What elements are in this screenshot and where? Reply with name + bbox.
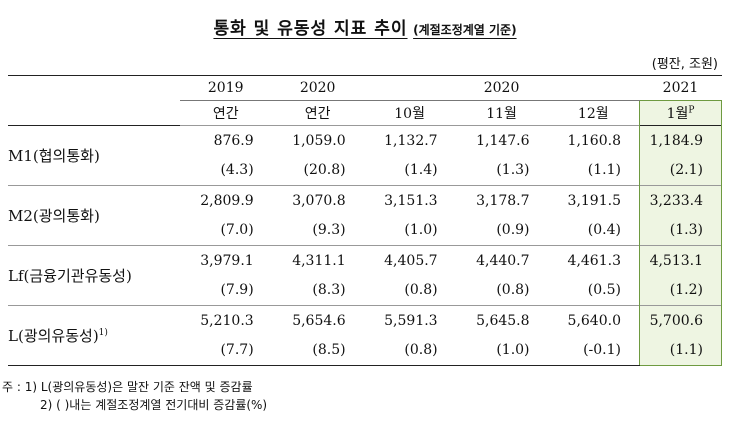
growth-cell: (7.7) [179, 335, 272, 366]
growth-cell: (1.3) [638, 215, 723, 246]
header-period: 연간 [271, 100, 364, 126]
header-period-highlight: 1월P [638, 100, 723, 126]
table-row: M1(협의통화) 876.9 1,059.0 1,132.7 1,147.6 1… [8, 125, 723, 186]
growth-cell: (20.8) [303, 162, 346, 179]
growth-cell: (0.5) [587, 282, 621, 299]
row-label: M1(협의통화) [8, 125, 180, 186]
value-cell: 2,809.9 [179, 185, 272, 216]
growth-cell: (2.1) [638, 155, 723, 186]
footnote-mark: 1) [98, 328, 108, 338]
growth-cell: (0.8) [404, 282, 438, 299]
growth-cell: (0.8) [496, 282, 530, 299]
row-label: Lf(금융기관유동성) [8, 245, 180, 306]
value-cell: 4,405.7 [363, 245, 456, 276]
header-row-periods: 연간 연간 10월 11월 12월 1월P [8, 100, 723, 126]
growth-cell: (9.3) [312, 222, 346, 239]
growth-cell: (0.8) [363, 335, 456, 366]
value-cell: 1,147.6 [455, 125, 548, 156]
growth-cell: (7.0) [220, 222, 254, 239]
value-cell: 5,700.6 [638, 305, 723, 336]
unit-label: (평잔, 조원) [651, 57, 718, 72]
value-cell: 3,178.7 [455, 185, 548, 216]
table-row: M2(광의통화) 2,809.9 3,070.8 3,151.3 3,178.7… [8, 185, 723, 246]
value-cell: 3,070.8 [271, 185, 364, 216]
table-row: Lf(금융기관유동성) 3,979.1 4,311.1 4,405.7 4,44… [8, 245, 723, 306]
prelim-mark: P [688, 105, 695, 116]
header-period: 10월 [363, 100, 456, 126]
growth-cell: (8.5) [271, 335, 364, 366]
growth-cell: (1.0) [455, 335, 548, 366]
table-row: (4.3) (20.8) (1.4) (1.3) (1.1) (2.1) [8, 155, 723, 186]
value-cell: 5,210.3 [179, 305, 272, 336]
footnote-2: 2) ( )내는 계절조정계열 전기대비 증감률(%) [40, 398, 268, 412]
value-cell: 5,654.6 [271, 305, 364, 336]
value-cell: 4,513.1 [638, 245, 723, 276]
growth-cell: (1.1) [587, 162, 621, 179]
header-year: 2020 [363, 75, 640, 101]
liquidity-table: 2019 2020 2020 2021 연간 연간 10월 11월 12월 1월… [8, 75, 723, 366]
value-cell: 1,160.8 [547, 125, 640, 156]
header-year: 2019 [179, 75, 272, 101]
header-period: 12월 [547, 100, 640, 126]
value-cell: 1,059.0 [271, 125, 364, 156]
table-row: L(광의유동성)1) 5,210.3 5,654.6 5,591.3 5,645… [8, 305, 723, 366]
growth-cell: (1.3) [496, 162, 530, 179]
value-cell: 3,151.3 [363, 185, 456, 216]
value-cell: 5,645.8 [455, 305, 548, 336]
table-row: (7.0) (9.3) (1.0) (0.9) (0.4) (1.3) [8, 215, 723, 246]
growth-cell: (0.9) [496, 222, 530, 239]
title-sub: (계절조정계열 기준) [413, 23, 517, 37]
header-period: 1월 [666, 106, 689, 122]
table-row: (7.7) (8.5) (0.8) (1.0) (-0.1) (1.1) [8, 335, 723, 366]
value-cell: 3,979.1 [179, 245, 272, 276]
value-cell: 3,233.4 [638, 185, 723, 216]
value-cell: 4,461.3 [547, 245, 640, 276]
row-label: M2(광의통화) [8, 185, 180, 246]
header-row-years: 2019 2020 2020 2021 [8, 75, 722, 101]
header-period: 11월 [455, 100, 548, 126]
value-cell: 3,191.5 [547, 185, 640, 216]
header-year: 2021 [639, 75, 722, 101]
growth-cell: (1.2) [638, 275, 723, 306]
row-label: L(광의유동성)1) [8, 305, 180, 366]
growth-cell: (1.1) [638, 335, 723, 366]
growth-cell: (1.4) [404, 162, 438, 179]
value-cell: 876.9 [179, 125, 272, 156]
growth-cell: (1.0) [404, 222, 438, 239]
table-title: 통화 및 유동성 지표 추이 (계절조정계열 기준) [0, 14, 730, 39]
growth-cell: (4.3) [220, 162, 254, 179]
footnote-1: 주 : 1) L(광의유동성)은 말잔 기준 잔액 및 증감률 [2, 380, 253, 394]
value-cell: 5,640.0 [547, 305, 640, 336]
growth-cell: (0.4) [587, 222, 621, 239]
value-cell: 4,311.1 [271, 245, 364, 276]
value-cell: 4,440.7 [455, 245, 548, 276]
growth-cell: (8.3) [312, 282, 346, 299]
header-year: 2020 [271, 75, 364, 101]
growth-cell: (-0.1) [547, 335, 640, 366]
title-main: 통화 및 유동성 지표 추이 [213, 19, 408, 39]
value-cell: 1,132.7 [363, 125, 456, 156]
value-cell: 1,184.9 [638, 125, 723, 156]
value-cell: 5,591.3 [363, 305, 456, 336]
footnotes: 주 : 1) L(광의유동성)은 말잔 기준 잔액 및 증감률 2) ( )내는… [2, 378, 267, 414]
header-period: 연간 [179, 100, 272, 126]
growth-cell: (7.9) [220, 282, 254, 299]
row-label-text: L(광의유동성) [8, 327, 99, 345]
table-row: (7.9) (8.3) (0.8) (0.8) (0.5) (1.2) [8, 275, 723, 306]
